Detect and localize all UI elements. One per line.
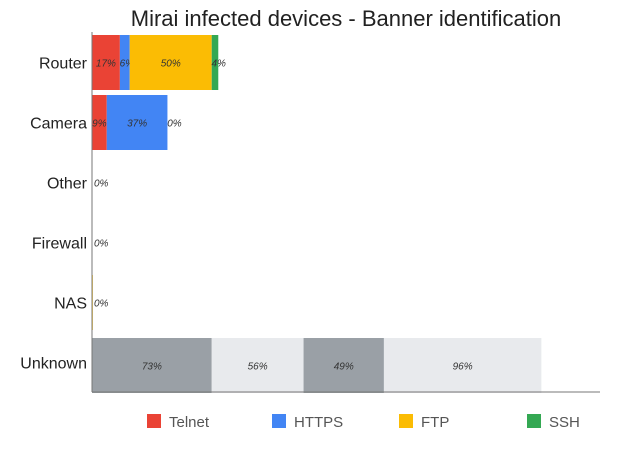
- data-label-camera-telnet: 9%: [92, 119, 107, 130]
- legend-label-https: HTTPS: [294, 414, 343, 431]
- data-label-camera-ftp: 0%: [167, 119, 182, 130]
- bar-router-https: [119, 35, 130, 90]
- chart-title: Mirai infected devices - Banner identifi…: [131, 6, 561, 31]
- bar-unknown-segment-1: [211, 338, 304, 393]
- data-label-unknown-1: 56%: [248, 362, 268, 373]
- data-label-other-zero: 0%: [94, 179, 109, 190]
- bar-unknown-segment-0: [92, 338, 212, 393]
- data-label-router-https: 6%: [120, 59, 135, 70]
- data-label-nas-zero: 0%: [94, 299, 109, 310]
- data-label-unknown-0: 73%: [142, 362, 162, 373]
- legend: Telnet HTTPS FTP SSH: [147, 414, 580, 431]
- legend-swatch-telnet: [147, 414, 161, 428]
- data-label-router-telnet: 17%: [96, 59, 116, 70]
- bar-camera-https: [106, 95, 168, 150]
- legend-label-ftp: FTP: [421, 414, 449, 431]
- legend-swatch-ftp: [399, 414, 413, 428]
- bar-router-ssh: [211, 35, 219, 90]
- data-label-router-ftp: 50%: [161, 59, 181, 70]
- data-label-unknown-3: 96%: [453, 362, 473, 373]
- legend-swatch-https: [272, 414, 286, 428]
- bar-camera-telnet: [92, 95, 107, 150]
- category-label-other: Other: [47, 176, 88, 193]
- data-label-unknown-2: 49%: [334, 362, 354, 373]
- bar-router-telnet: [92, 35, 120, 90]
- bar-unknown-segment-3: [383, 338, 542, 393]
- legend-swatch-ssh: [527, 414, 541, 428]
- category-label-nas: NAS: [54, 296, 87, 313]
- legend-label-telnet: Telnet: [169, 414, 210, 431]
- data-label-camera-https: 37%: [127, 119, 147, 130]
- bar-unknown-segment-2: [303, 338, 384, 393]
- bars-group: Router 17% 6% 50% 4% Camera 9% 37% 0% Other 0% Fire…: [20, 35, 542, 393]
- bar-router-ftp: [129, 35, 212, 90]
- category-label-router: Router: [39, 56, 88, 73]
- legend-label-ssh: SSH: [549, 414, 580, 431]
- category-label-unknown: Unknown: [20, 356, 87, 373]
- data-label-router-ssh: 4%: [211, 59, 226, 70]
- data-label-firewall-zero: 0%: [94, 239, 109, 250]
- category-label-camera: Camera: [30, 116, 87, 133]
- category-label-firewall: Firewall: [32, 236, 87, 253]
